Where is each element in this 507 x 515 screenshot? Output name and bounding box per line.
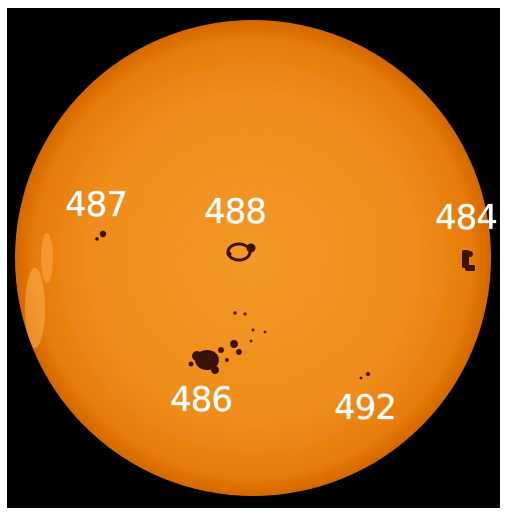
sunspot-group-484 [462, 250, 475, 271]
sunspot-group-488 [226, 242, 256, 262]
sunspot-group-492 [359, 371, 371, 380]
sunspot-group-487 [95, 230, 107, 241]
sunspot-group-486 [188, 340, 242, 374]
region-label-484: 484 [435, 198, 498, 238]
solar-image-frame: 487 488 484 486 492 [7, 8, 500, 508]
faculae-left-limb [25, 233, 53, 348]
region-label-486: 486 [170, 380, 233, 420]
region-label-492: 492 [334, 388, 397, 428]
scattered-small-spots [233, 311, 267, 343]
sun-disk [15, 20, 491, 496]
region-label-487: 487 [65, 185, 128, 225]
sun-disk-graphic [15, 20, 491, 496]
region-label-488: 488 [204, 192, 267, 232]
